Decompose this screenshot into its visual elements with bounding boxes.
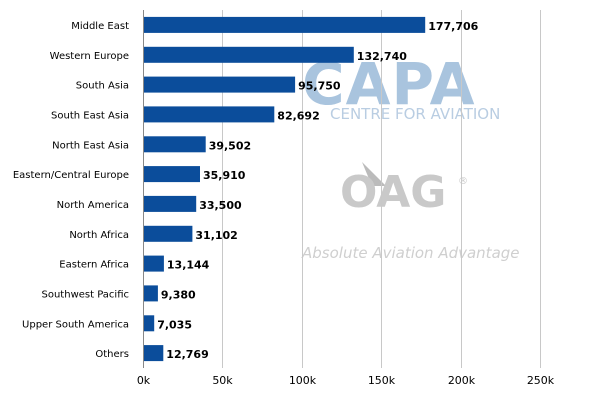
value-label: 9,380	[161, 288, 196, 301]
bar	[144, 136, 206, 153]
value-label: 132,740	[357, 50, 407, 63]
oag-logo-text: OAG	[340, 167, 446, 218]
value-label: 177,706	[428, 20, 478, 33]
value-label: 12,769	[166, 348, 208, 361]
category-label: North America	[57, 200, 129, 211]
capa-tagline: CENTRE FOR AVIATION	[330, 105, 500, 123]
gridlines	[143, 10, 541, 368]
category-label: Eastern/Central Europe	[13, 170, 129, 181]
x-tick-label: 200k	[448, 374, 476, 387]
category-label: North Africa	[69, 230, 129, 241]
bar	[144, 225, 193, 242]
bar	[144, 345, 164, 362]
category-label: Upper South America	[22, 319, 129, 330]
value-labels: 177,706 132,740 95,750 82,692 39,502 35,910 33…	[157, 20, 478, 361]
x-tick-label: 50k	[212, 374, 233, 387]
bar	[144, 106, 275, 123]
x-tick-label: 250k	[527, 374, 555, 387]
category-label: North East Asia	[52, 140, 129, 151]
bar	[144, 195, 197, 212]
value-label: 39,502	[209, 139, 251, 152]
capa-watermark: CAPA CENTRE FOR AVIATION	[302, 50, 500, 123]
bar	[144, 166, 200, 183]
bar	[144, 46, 354, 63]
category-label: Middle East	[71, 21, 129, 32]
bar	[144, 315, 155, 332]
value-label: 31,102	[195, 229, 237, 242]
x-axis-ticks: 0k 50k 100k 150k 200k 250k	[137, 374, 555, 387]
bar	[144, 255, 164, 272]
value-label: 33,500	[199, 199, 242, 212]
bars	[144, 16, 426, 362]
category-labels: Middle East Western Europe South Asia South…	[13, 21, 129, 360]
category-label: South East Asia	[51, 110, 129, 121]
x-tick-label: 150k	[368, 374, 396, 387]
category-label: Western Europe	[50, 51, 129, 62]
x-tick-label: 0k	[137, 374, 151, 387]
value-label: 7,035	[157, 318, 192, 331]
bar	[144, 16, 426, 33]
category-label: South Asia	[76, 81, 129, 92]
oag-tagline: Absolute Aviation Advantage	[301, 244, 520, 262]
value-label: 95,750	[298, 80, 341, 93]
oag-registered-mark: ®	[458, 176, 468, 187]
value-label: 13,144	[167, 259, 210, 272]
category-label: Eastern Africa	[59, 260, 129, 271]
category-label: Southwest Pacific	[42, 289, 130, 300]
x-tick-label: 100k	[289, 374, 317, 387]
bar	[144, 76, 296, 93]
oag-swoosh-icon	[362, 162, 386, 186]
value-label: 35,910	[203, 169, 246, 182]
category-label: Others	[95, 349, 129, 360]
bar	[144, 285, 158, 302]
oag-watermark: OAG ® Absolute Aviation Advantage	[301, 162, 520, 262]
value-label: 82,692	[277, 109, 319, 122]
